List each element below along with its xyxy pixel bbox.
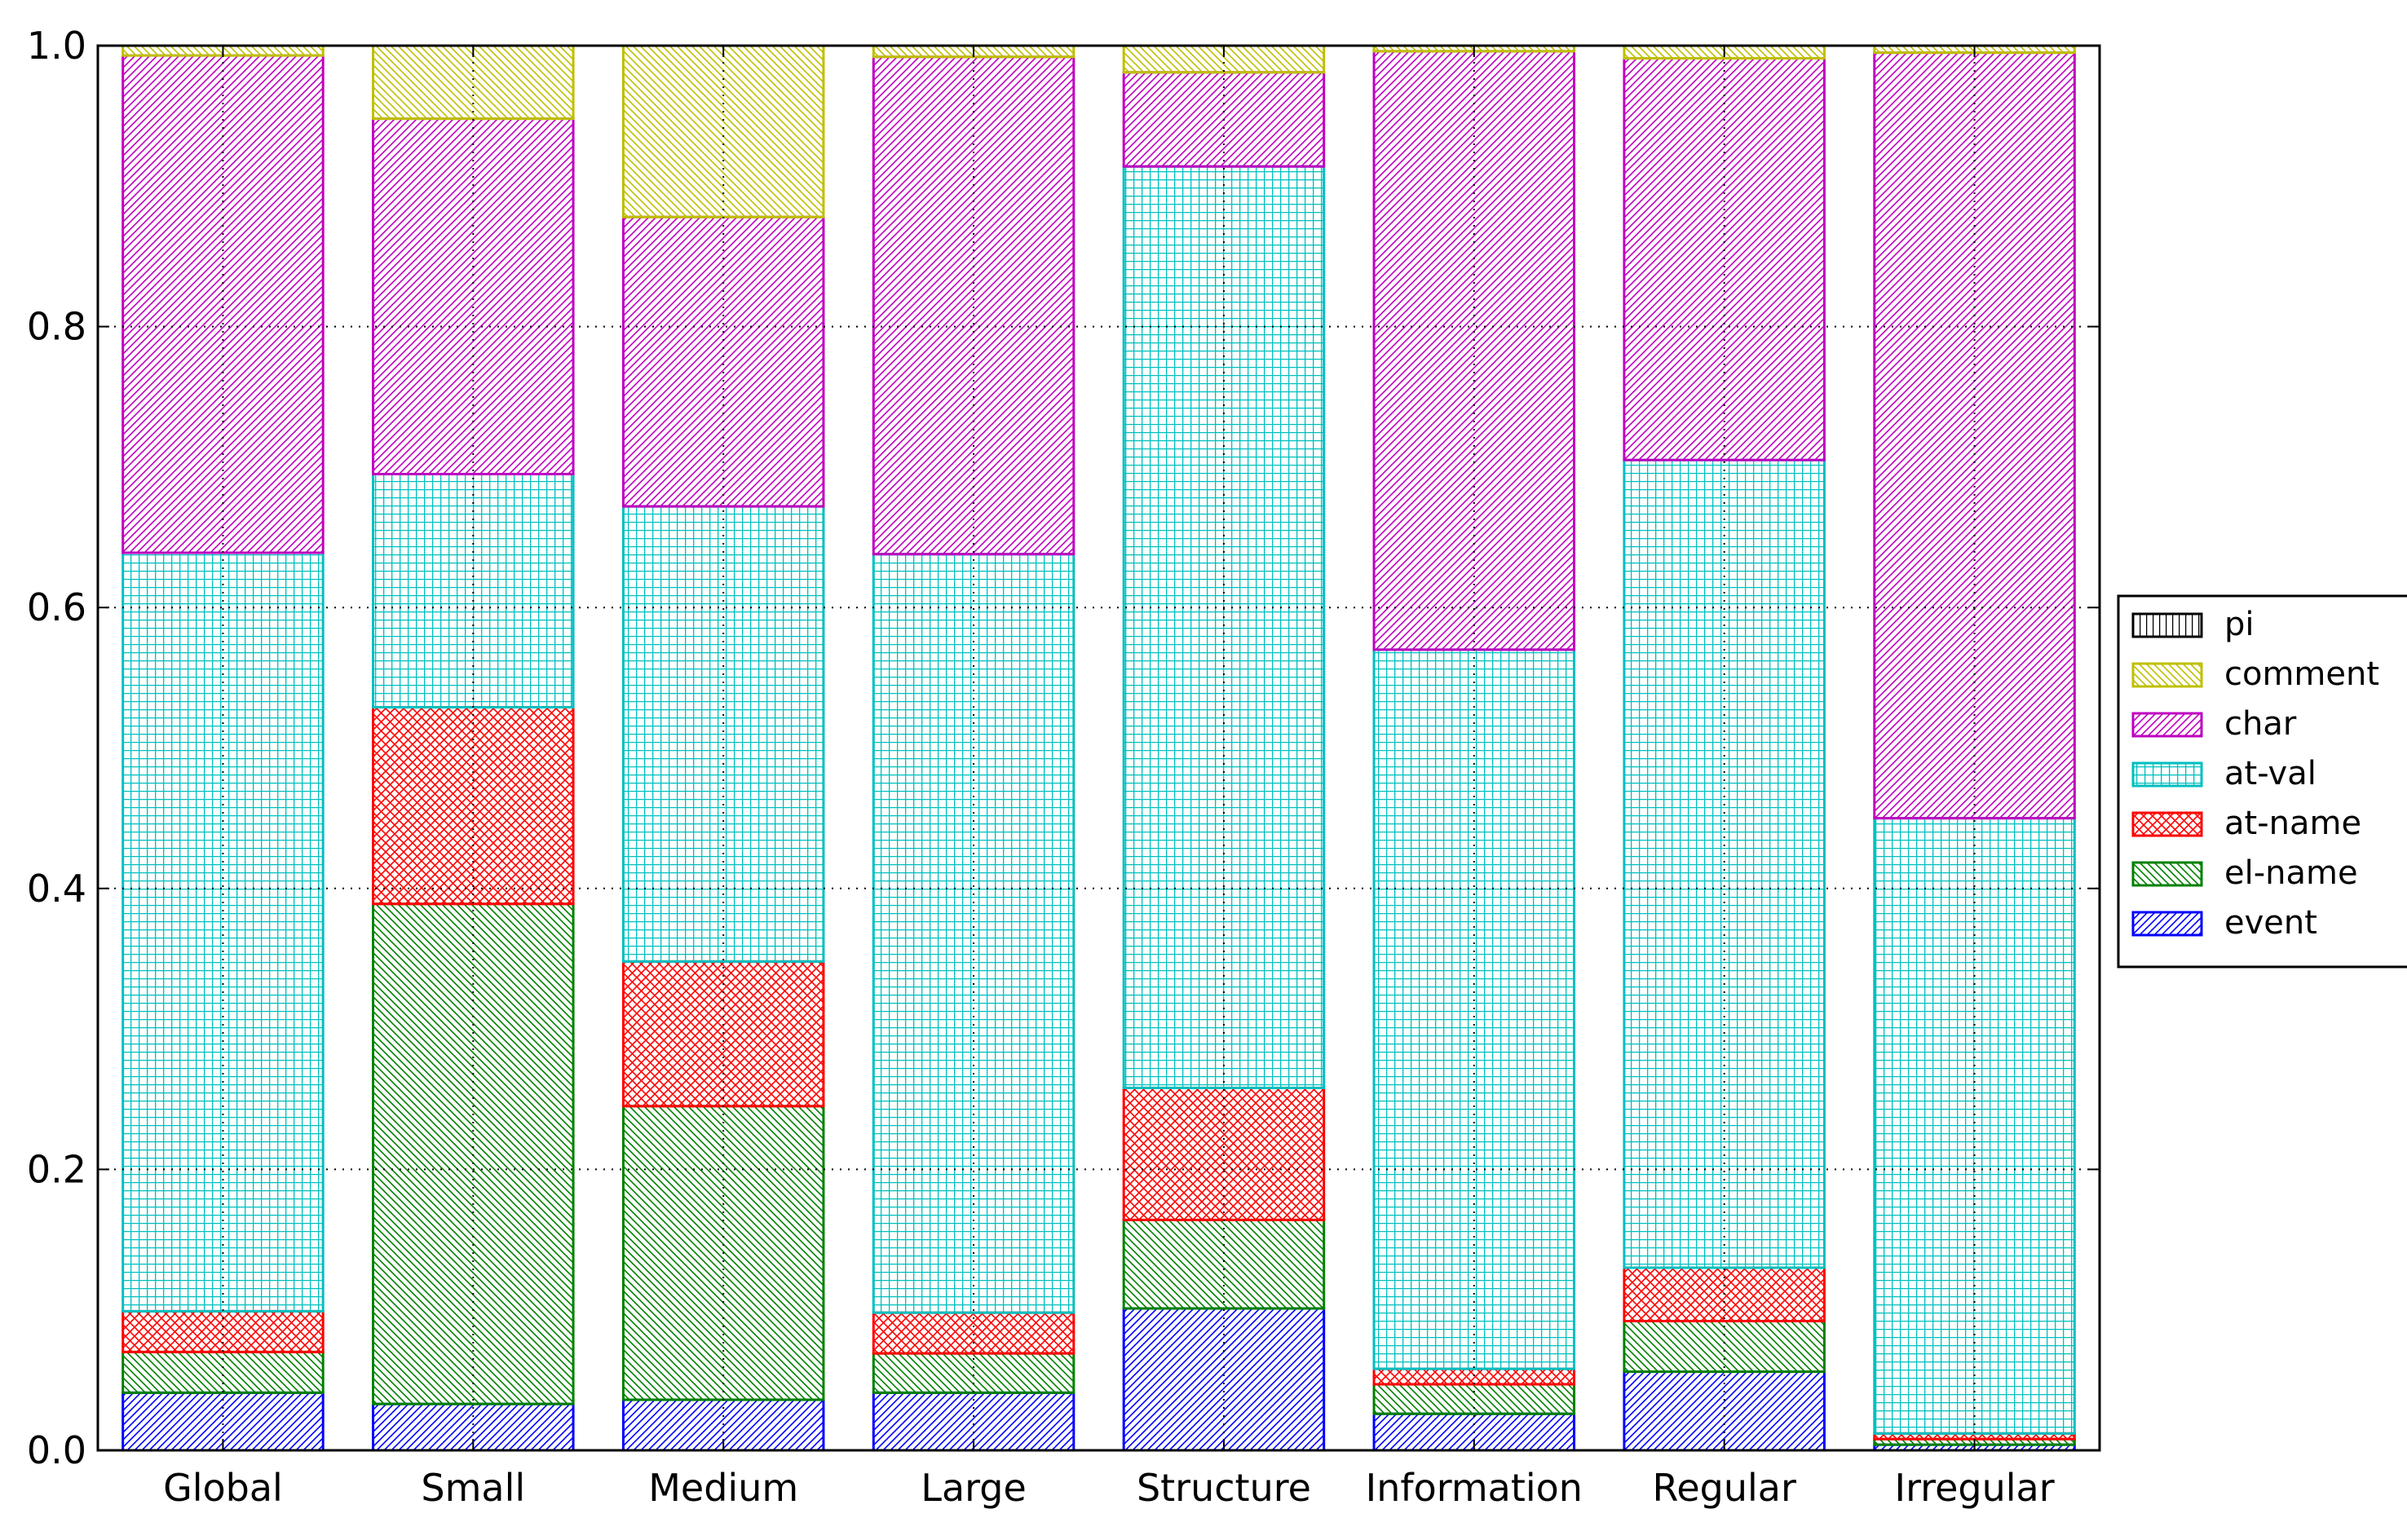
legend-label-at-val: at-val: [2224, 755, 2316, 792]
bar-segment-el-name: [1623, 1319, 1826, 1374]
legend-swatch-char: [2131, 712, 2203, 738]
x-tick-label: Irregular: [1895, 1466, 2055, 1510]
bar-segment-at-name: [1122, 1086, 1326, 1221]
bar-segment-at-val: [621, 505, 825, 963]
legend: pi comment char at-val at-name el-name event: [2117, 594, 2407, 969]
bar-segment-event: [1623, 1370, 1826, 1452]
bar-segment-event: [1122, 1307, 1326, 1452]
legend-swatch-at-val: [2131, 761, 2203, 788]
bar-segment-at-val: [1873, 817, 2076, 1435]
bar-segment-at-val: [872, 553, 1075, 1314]
x-tick-label: Global: [163, 1466, 283, 1510]
plot-area: 0.0 0.2 0.4 0.6 0.8 1.0 Global Small Medium Large…: [27, 24, 2101, 1510]
x-tick-label: Information: [1366, 1466, 1583, 1510]
bar-segment-el-name: [121, 1350, 325, 1394]
axes-frame: [96, 44, 2101, 1452]
y-tick-label: 1.0: [27, 24, 86, 68]
legend-label-event: event: [2224, 904, 2317, 942]
bar-segment-at-name: [872, 1311, 1075, 1355]
legend-swatch-el-name: [2131, 861, 2203, 887]
legend-swatch-event: [2131, 911, 2203, 937]
bar-segment-char: [621, 215, 825, 508]
bar-segment-comment: [621, 44, 825, 218]
legend-label-char: char: [2224, 705, 2297, 743]
x-tick-label: Structure: [1137, 1466, 1311, 1510]
legend-label-comment: comment: [2224, 655, 2379, 693]
bar-segment-char: [372, 117, 575, 476]
legend-swatch-comment: [2131, 662, 2203, 688]
bar-segment-el-name: [872, 1352, 1075, 1394]
bar-segment-at-name: [372, 706, 575, 906]
bar-segment-at-name: [1372, 1367, 1576, 1386]
y-tick-label: 0.0: [27, 1428, 86, 1472]
bar-segment-comment: [372, 44, 575, 121]
legend-label-at-name: at-name: [2224, 805, 2361, 842]
x-tick-label: Medium: [648, 1466, 798, 1510]
bar-segment-char: [1372, 50, 1576, 651]
x-tick-label: Large: [921, 1466, 1026, 1510]
x-tick-label: Regular: [1652, 1466, 1796, 1510]
y-tick-label: 0.6: [27, 585, 86, 629]
x-tick-label: Small: [421, 1466, 525, 1510]
legend-swatch-at-name: [2131, 811, 2203, 837]
bar-segment-el-name: [1122, 1218, 1326, 1310]
legend-swatch-pi: [2131, 612, 2203, 638]
bar-segment-char: [872, 55, 1075, 556]
y-tick-label: 0.8: [27, 305, 86, 349]
bar-segment-at-val: [1623, 458, 1826, 1269]
bar-segment-at-name: [121, 1309, 325, 1353]
bar-segment-char: [1873, 51, 2076, 820]
y-tick-label: 0.4: [27, 867, 86, 911]
bar-segment-at-val: [372, 473, 575, 709]
legend-label-el-name: el-name: [2224, 854, 2358, 892]
bar-segment-el-name: [372, 902, 575, 1405]
y-tick-label: 0.2: [27, 1147, 86, 1191]
bar-segment-at-val: [1122, 165, 1326, 1089]
legend-label-pi: pi: [2224, 606, 2255, 643]
